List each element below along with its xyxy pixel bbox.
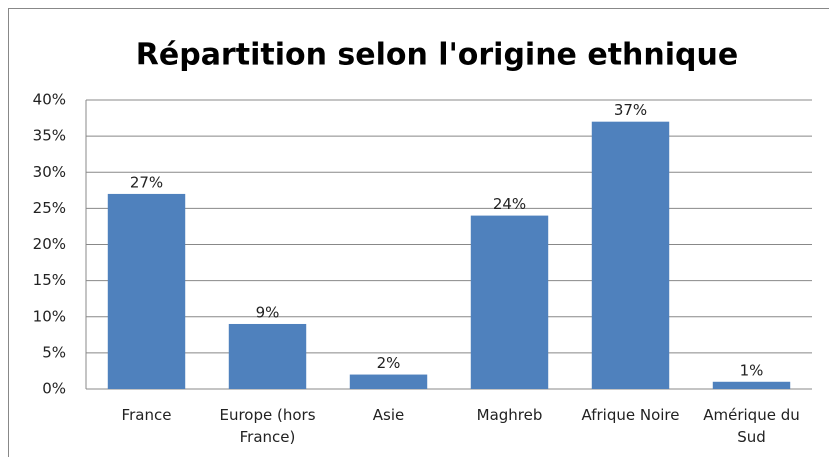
value-label: 27% bbox=[130, 173, 163, 191]
value-label: 9% bbox=[256, 303, 280, 321]
y-tick-label: 20% bbox=[33, 235, 66, 253]
y-tick-label: 10% bbox=[33, 307, 66, 325]
bar bbox=[712, 381, 791, 389]
value-label: 24% bbox=[493, 195, 526, 213]
x-tick-label: Amérique du Sud bbox=[703, 406, 800, 446]
x-tick-label: Asie bbox=[372, 406, 405, 424]
y-tick-label: 15% bbox=[33, 271, 66, 289]
bar bbox=[349, 374, 428, 389]
chart-title: Répartition selon l'origine ethnique bbox=[136, 38, 738, 73]
bar bbox=[107, 193, 186, 389]
y-tick-label: 0% bbox=[42, 380, 66, 398]
x-tick-label: Europe (hors France) bbox=[219, 406, 316, 446]
bar bbox=[228, 323, 307, 389]
value-label: 1% bbox=[740, 361, 764, 379]
x-tick-label: Maghreb bbox=[476, 406, 543, 424]
y-tick-label: 40% bbox=[33, 91, 66, 109]
y-tick-label: 30% bbox=[33, 163, 66, 181]
y-tick-label: 5% bbox=[42, 343, 66, 361]
x-tick-label: France bbox=[121, 406, 172, 424]
value-label: 37% bbox=[614, 101, 647, 119]
bar bbox=[591, 121, 670, 390]
y-tick-label: 25% bbox=[33, 199, 66, 217]
bar bbox=[470, 215, 549, 389]
value-label: 2% bbox=[377, 354, 401, 372]
y-tick-label: 35% bbox=[33, 127, 66, 145]
x-tick-label: Afrique Noire bbox=[581, 406, 680, 424]
